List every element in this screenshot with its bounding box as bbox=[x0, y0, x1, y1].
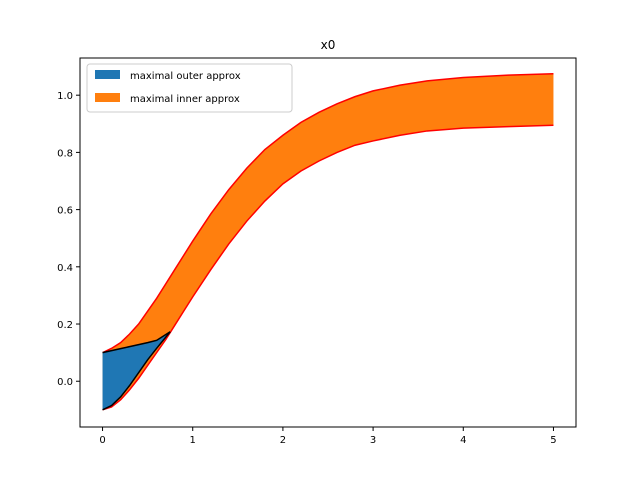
legend: maximal outer approx maximal inner appro… bbox=[86, 63, 293, 113]
legend-box bbox=[86, 63, 293, 113]
x-tick-label: 5 bbox=[550, 435, 556, 446]
axis-ticks: 0 1 2 3 4 5 0.0 0.2 0.4 0.6 0.8 1.0 bbox=[57, 91, 557, 446]
legend-label-inner: maximal inner approx bbox=[130, 94, 240, 105]
legend-label-outer: maximal outer approx bbox=[130, 71, 241, 82]
x-tick-label: 0 bbox=[99, 435, 105, 446]
legend-swatch-inner bbox=[95, 93, 120, 102]
x-tick-label: 1 bbox=[190, 435, 196, 446]
axes-frame bbox=[79, 57, 577, 428]
plot-area bbox=[102, 72, 554, 411]
legend-swatch-outer bbox=[95, 70, 120, 79]
y-tick-label: 0.2 bbox=[57, 320, 73, 331]
y-tick-label: 1.0 bbox=[57, 91, 73, 102]
y-tick-label: 0.8 bbox=[57, 148, 73, 159]
x-tick-label: 2 bbox=[280, 435, 286, 446]
y-tick-label: 0.4 bbox=[57, 263, 73, 274]
y-tick-label: 0.6 bbox=[57, 206, 73, 217]
lower-bound-line-inner bbox=[102, 124, 554, 411]
lower-bound-line-outer bbox=[102, 331, 171, 411]
chart-title: x0 bbox=[321, 38, 336, 52]
upper-bound-line-inner bbox=[102, 72, 554, 354]
upper-bound-line-outer bbox=[102, 331, 171, 354]
area-outer-approx bbox=[102, 331, 171, 410]
y-tick-label: 0.0 bbox=[57, 377, 73, 388]
x-tick-label: 3 bbox=[370, 435, 376, 446]
x-tick-label: 4 bbox=[460, 435, 466, 446]
